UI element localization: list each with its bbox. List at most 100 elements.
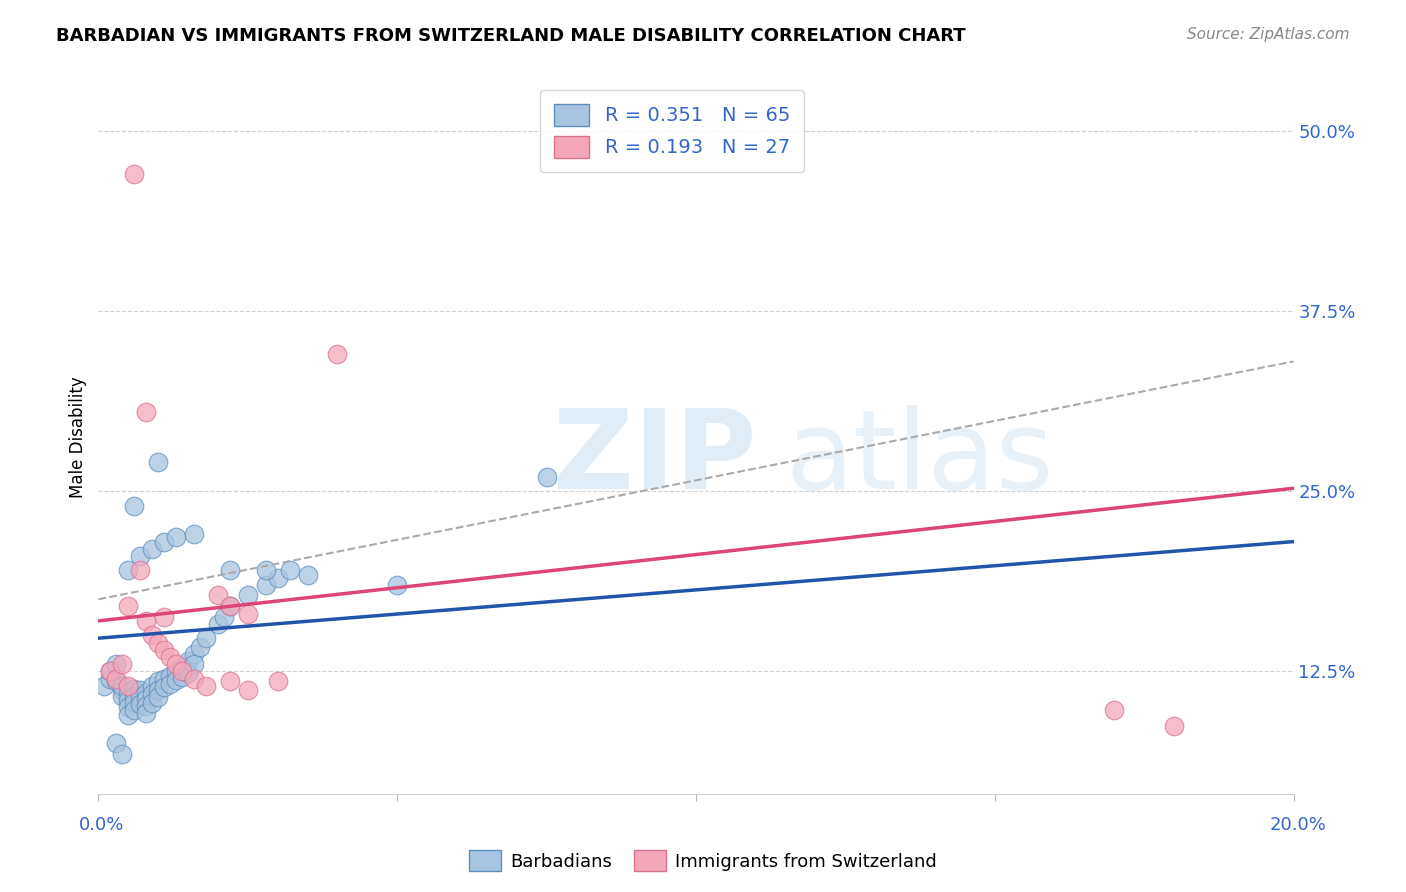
Point <box>117 707 139 722</box>
Point <box>165 665 187 679</box>
Point <box>207 588 229 602</box>
Point <box>148 683 170 698</box>
Point <box>172 670 194 684</box>
Point <box>326 347 349 361</box>
Point <box>117 563 139 577</box>
Point <box>297 567 319 582</box>
Point <box>124 167 146 181</box>
Point <box>212 609 235 624</box>
Point <box>124 703 146 717</box>
Point <box>111 689 134 703</box>
Point <box>177 654 200 668</box>
Point <box>219 563 242 577</box>
Point <box>219 599 242 614</box>
Point <box>129 549 152 563</box>
Point <box>172 665 194 679</box>
Point <box>148 635 170 649</box>
Point <box>165 530 187 544</box>
Point <box>105 736 128 750</box>
Point <box>105 657 128 672</box>
Point <box>135 691 157 706</box>
Point <box>219 674 242 689</box>
Point <box>207 616 229 631</box>
Point <box>195 679 218 693</box>
Point <box>219 599 242 614</box>
Point <box>1104 703 1126 717</box>
Point <box>254 563 277 577</box>
Point <box>153 534 176 549</box>
Point <box>124 695 146 709</box>
Point <box>153 680 176 694</box>
Point <box>124 681 146 696</box>
Point <box>148 674 170 689</box>
Point <box>93 679 115 693</box>
Point <box>111 683 134 698</box>
Point <box>124 499 146 513</box>
Point <box>129 683 152 698</box>
Point <box>183 657 205 672</box>
Point <box>135 706 157 720</box>
Point <box>129 690 152 705</box>
Point <box>124 689 146 703</box>
Point <box>141 687 163 701</box>
Y-axis label: Male Disability: Male Disability <box>69 376 87 498</box>
Point <box>148 690 170 705</box>
Point <box>135 698 157 713</box>
Point <box>117 679 139 693</box>
Point <box>536 469 558 483</box>
Point <box>165 673 187 687</box>
Point <box>111 657 134 672</box>
Point <box>105 672 128 686</box>
Point <box>236 607 259 621</box>
Text: 0.0%: 0.0% <box>79 816 124 834</box>
Point <box>236 683 259 698</box>
Point <box>153 642 176 657</box>
Point <box>385 578 409 592</box>
Point <box>183 527 205 541</box>
Point <box>278 563 301 577</box>
Point <box>135 405 157 419</box>
Point <box>153 609 176 624</box>
Point <box>98 665 122 679</box>
Point <box>236 588 259 602</box>
Point <box>105 674 128 689</box>
Point <box>98 672 122 686</box>
Point <box>148 455 170 469</box>
Point <box>98 665 122 679</box>
Point <box>159 677 181 691</box>
Point <box>117 693 139 707</box>
Point <box>135 614 157 628</box>
Point <box>117 686 139 700</box>
Point <box>141 541 163 556</box>
Point <box>141 696 163 710</box>
Legend: R = 0.351   N = 65, R = 0.193   N = 27: R = 0.351 N = 65, R = 0.193 N = 27 <box>540 90 804 172</box>
Point <box>177 665 200 680</box>
Point <box>183 672 205 686</box>
Text: Source: ZipAtlas.com: Source: ZipAtlas.com <box>1187 27 1350 42</box>
Point <box>141 679 163 693</box>
Point <box>188 640 211 654</box>
Point <box>195 631 218 645</box>
Point <box>129 563 152 577</box>
Point <box>267 674 290 689</box>
Point <box>254 578 277 592</box>
Legend: Barbadians, Immigrants from Switzerland: Barbadians, Immigrants from Switzerland <box>461 843 945 879</box>
Point <box>172 660 194 674</box>
Text: atlas: atlas <box>786 405 1054 512</box>
Point <box>111 747 134 761</box>
Text: 20.0%: 20.0% <box>1270 816 1326 834</box>
Point <box>117 599 139 614</box>
Point <box>165 657 187 672</box>
Point <box>159 668 181 682</box>
Point <box>183 647 205 661</box>
Point <box>1163 719 1185 733</box>
Point <box>135 686 157 700</box>
Point <box>117 700 139 714</box>
Point <box>153 672 176 686</box>
Point <box>141 628 163 642</box>
Point <box>267 571 290 585</box>
Point <box>159 649 181 664</box>
Text: ZIP: ZIP <box>553 405 756 512</box>
Text: BARBADIAN VS IMMIGRANTS FROM SWITZERLAND MALE DISABILITY CORRELATION CHART: BARBADIAN VS IMMIGRANTS FROM SWITZERLAND… <box>56 27 966 45</box>
Point <box>129 698 152 712</box>
